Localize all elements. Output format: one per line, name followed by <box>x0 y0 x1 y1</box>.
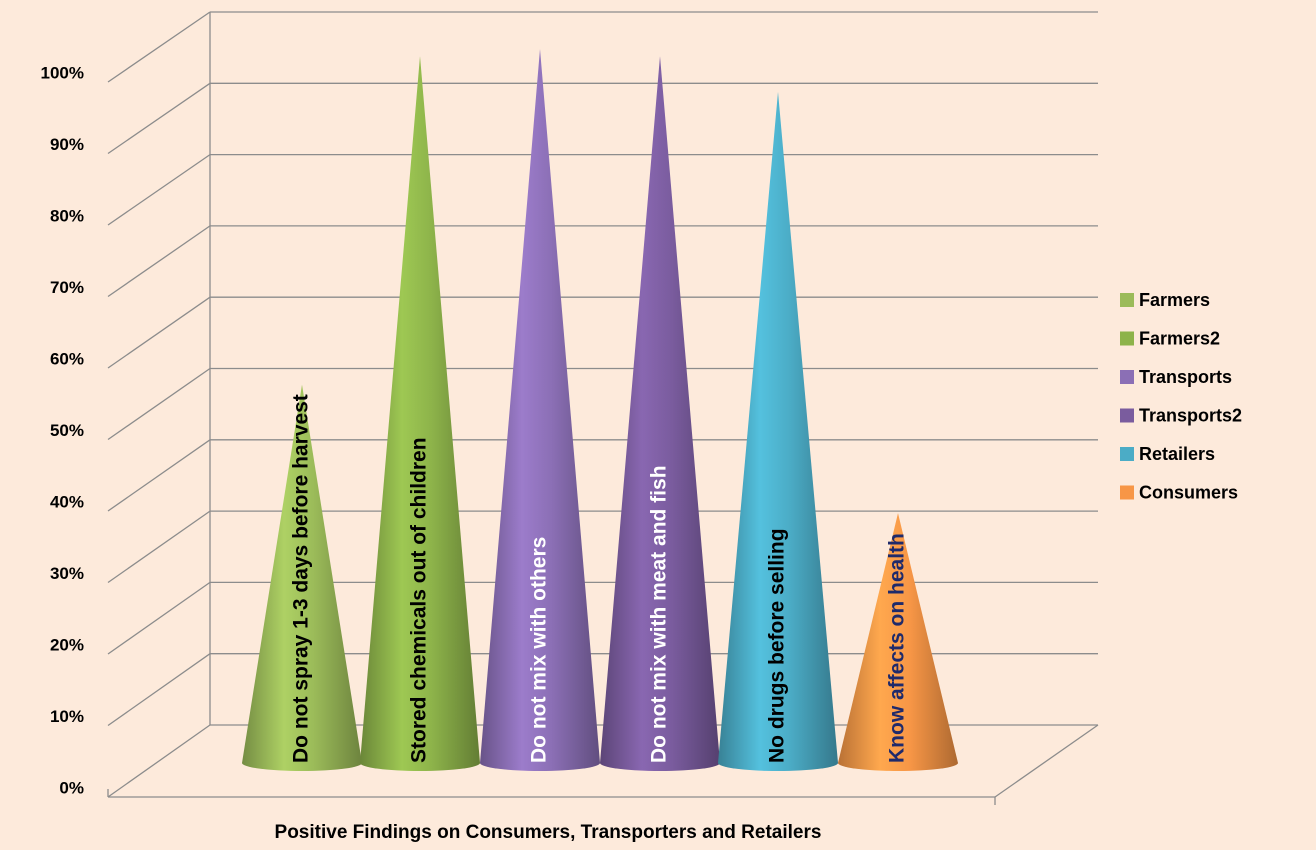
cone <box>360 56 480 771</box>
y-tick-label: 70% <box>50 278 84 297</box>
legend-label: Transports2 <box>1139 405 1242 425</box>
grid-line <box>107 724 211 798</box>
cone <box>838 513 958 771</box>
y-tick-label: 20% <box>50 635 84 654</box>
cone <box>718 91 838 772</box>
cone <box>480 49 600 771</box>
floor-edge <box>994 724 1099 798</box>
legend-label: Farmers <box>1139 290 1210 310</box>
grid-line <box>107 154 211 226</box>
grid-line <box>107 82 211 155</box>
annotation: Do not mix with others <box>528 537 551 763</box>
legend-label: Retailers <box>1139 444 1215 464</box>
y-tick-label: 60% <box>50 349 84 368</box>
cone <box>600 56 720 771</box>
x-axis-label: Positive Findings on Consumers, Transpor… <box>275 822 822 843</box>
grid-line <box>107 653 211 727</box>
legend-swatch <box>1120 447 1134 461</box>
y-tick-label: 30% <box>50 564 84 583</box>
y-tick-label: 100% <box>41 63 84 82</box>
annotation: Do not spray 1-3 days before harvest <box>290 394 313 763</box>
legend-label: Consumers <box>1139 482 1238 502</box>
y-tick-label: 90% <box>50 135 84 154</box>
y-tick-label: 0% <box>59 778 84 797</box>
cone <box>242 384 362 771</box>
grid-line <box>107 296 211 369</box>
annotation: Do not mix with meat and fish <box>648 465 671 763</box>
grid-line <box>107 367 211 441</box>
annotation: No drugs before selling <box>766 528 789 763</box>
legend-swatch <box>1120 331 1134 346</box>
grid-line <box>107 225 211 298</box>
grid-line <box>107 510 211 584</box>
annotation: Stored chemicals out of children <box>408 437 431 763</box>
y-tick-label: 40% <box>50 492 84 511</box>
legend-swatch <box>1120 485 1134 500</box>
legend-swatch <box>1120 293 1134 307</box>
legend-swatch <box>1120 408 1134 423</box>
y-tick-label: 50% <box>50 421 84 440</box>
legend-label: Transports <box>1139 367 1232 387</box>
y-tick-label: 10% <box>50 707 84 726</box>
grid-line <box>107 439 211 512</box>
annotation: Know affects on health <box>886 533 909 763</box>
grid-line <box>107 581 211 655</box>
legend-label: Farmers2 <box>1139 328 1220 348</box>
legend-swatch <box>1120 370 1134 384</box>
grid-line <box>107 11 211 83</box>
y-tick-label: 80% <box>50 206 84 225</box>
